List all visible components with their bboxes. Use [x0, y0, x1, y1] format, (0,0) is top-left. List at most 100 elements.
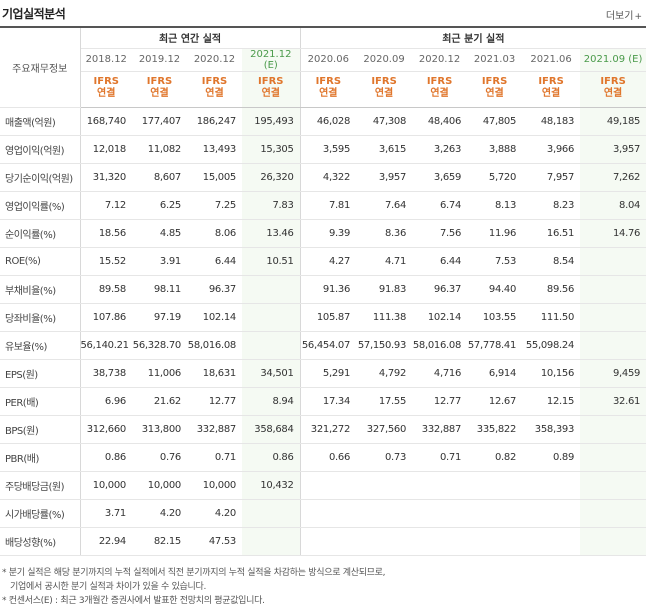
quarter-period-header: 2020.12 — [412, 48, 468, 72]
estimate-tag: (E) — [263, 59, 278, 71]
period-label: 2020.09 — [363, 54, 405, 65]
annual-value: 0.76 — [132, 443, 187, 472]
quarter-value: 4.71 — [356, 247, 413, 276]
quarter-period-header: 2021.09 (E) — [580, 48, 646, 72]
ifrs-tag: IFRS 연결 — [132, 71, 187, 108]
annual-value: 10,000 — [132, 470, 187, 500]
quarter-value — [412, 470, 468, 500]
quarter-value: 358,393 — [522, 415, 581, 444]
quarter-group-header: 최근 분기 실적 — [300, 28, 646, 49]
quarter-value: 0.66 — [300, 443, 357, 472]
quarter-value — [467, 470, 523, 500]
consolidated-label: 연결 — [603, 87, 623, 99]
quarter-value — [522, 470, 581, 500]
table-row: PER(배) 6.96 21.62 12.77 8.94 17.34 17.55 12.77 1… — [0, 387, 646, 416]
table-row: 영업이익(억원) 12,018 11,082 13,493 15,305 3,595 3,6… — [0, 135, 646, 164]
quarter-value — [580, 247, 646, 276]
ifrs-label: IFRS — [258, 75, 284, 87]
annual-value: 12,018 — [80, 135, 132, 164]
annual-value: 15,305 — [242, 135, 301, 164]
quarter-value — [522, 527, 581, 556]
ifrs-tag: IFRS 연결 — [300, 71, 357, 108]
quarter-value: 12.67 — [467, 387, 523, 416]
annual-value: 34,501 — [242, 358, 301, 388]
footnote-2: 기업에서 공시한 분기 실적과 차이가 있을 수 있습니다. — [10, 581, 207, 592]
quarter-value — [356, 527, 413, 556]
ifrs-label: IFRS — [315, 75, 342, 87]
annual-value: 332,887 — [187, 415, 242, 444]
quarter-value: 332,887 — [412, 415, 468, 444]
row-label: 유보율(%) — [0, 331, 81, 360]
annual-value — [242, 527, 301, 556]
annual-value — [242, 275, 301, 304]
quarter-value: 91.83 — [356, 275, 413, 304]
consolidated-label: 연결 — [150, 87, 169, 99]
quarter-value: 91.36 — [300, 275, 357, 304]
quarter-value: 48,406 — [412, 107, 468, 136]
ifrs-label: IFRS — [201, 75, 228, 87]
quarter-value: 3,957 — [580, 135, 646, 164]
quarter-value: 4,716 — [412, 358, 468, 388]
annual-value: 22.94 — [80, 527, 132, 556]
ifrs-tag: IFRS 연결 — [80, 71, 132, 108]
quarter-value: 3,659 — [412, 163, 468, 192]
consolidated-label: 연결 — [430, 87, 449, 99]
annual-value: 18,631 — [187, 358, 242, 388]
quarter-value — [580, 499, 646, 528]
quarter-value: 0.82 — [467, 443, 523, 472]
annual-value: 313,800 — [132, 415, 187, 444]
ifrs-label: IFRS — [600, 75, 626, 87]
quarter-value: 8.36 — [356, 219, 413, 248]
quarter-value: 7,262 — [580, 163, 646, 192]
quarter-value: 3,595 — [300, 135, 357, 164]
consolidated-label: 연결 — [485, 87, 504, 99]
row-label: 영업이익률(%) — [0, 190, 81, 220]
quarter-value: 7.81 — [300, 190, 357, 220]
quarter-value: 57,778.41 — [467, 331, 523, 360]
annual-value: 15.52 — [80, 247, 132, 276]
quarter-value: 7,957 — [522, 163, 581, 192]
quarter-value: 46,028 — [300, 107, 357, 136]
quarter-value — [300, 527, 357, 556]
quarter-value — [580, 527, 646, 556]
annual-value: 358,684 — [242, 415, 301, 444]
ifrs-tag: IFRS 연결 — [580, 71, 646, 108]
annual-value: 0.86 — [80, 443, 132, 472]
row-label: 배당성향(%) — [0, 527, 81, 556]
table-row: 당기순이익(억원) 31,320 8,607 15,005 26,320 4,322 3,9… — [0, 163, 646, 192]
annual-value: 82.15 — [132, 527, 187, 556]
consolidated-label: 연결 — [97, 87, 116, 99]
quarter-value: 96.37 — [412, 275, 468, 304]
annual-value: 0.71 — [187, 443, 242, 472]
quarter-value: 0.71 — [412, 443, 468, 472]
annual-value: 4.85 — [132, 219, 187, 248]
quarter-value: 8.13 — [467, 190, 523, 220]
period-label: 2018.12 — [85, 54, 127, 65]
quarter-period-header: 2021.06 — [522, 48, 581, 72]
quarter-value: 49,185 — [580, 107, 646, 136]
quarter-value — [580, 303, 646, 332]
quarter-value — [467, 499, 523, 528]
quarter-period-header: 2020.06 — [300, 48, 357, 72]
row-label: PER(배) — [0, 387, 81, 416]
annual-value: 96.37 — [187, 275, 242, 304]
quarter-value: 89.56 — [522, 275, 581, 304]
more-link-label[interactable]: 더보기 — [605, 11, 634, 22]
row-label: BPS(원) — [0, 415, 81, 444]
quarter-value: 94.40 — [467, 275, 523, 304]
quarter-value: 0.89 — [522, 443, 581, 472]
quarter-value: 5,720 — [467, 163, 523, 192]
consolidated-label: 연결 — [205, 87, 224, 99]
quarter-value: 111.38 — [356, 303, 413, 332]
footnotes: * 분기 실적은 해당 분기까지의 누적 실적에서 직전 분기까지의 누적 실적… — [0, 566, 646, 608]
annual-value: 195,493 — [242, 107, 301, 136]
plus-icon: + — [634, 12, 642, 22]
row-label: PBR(배) — [0, 443, 81, 472]
annual-value: 58,016.08 — [187, 331, 242, 360]
ifrs-tag: IFRS 연결 — [467, 71, 523, 108]
ifrs-tag: IFRS 연결 — [412, 71, 468, 108]
more-link[interactable]: 더보기+ — [606, 7, 642, 22]
annual-value: 38,738 — [80, 358, 132, 388]
quarter-value — [580, 331, 646, 360]
quarter-value: 9,459 — [580, 358, 646, 388]
